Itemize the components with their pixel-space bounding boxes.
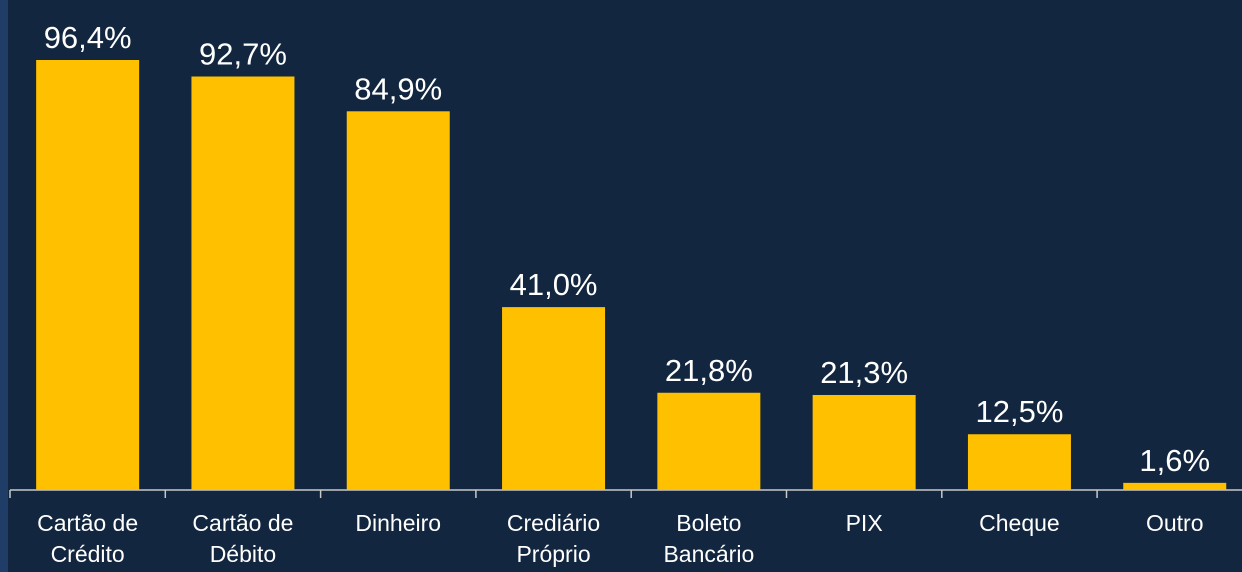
x-tick-label: Cartão de Crédito xyxy=(37,510,139,567)
bar xyxy=(346,111,450,490)
bar xyxy=(812,394,916,490)
bar xyxy=(502,307,606,490)
value-label: 12,5% xyxy=(975,394,1063,429)
bar xyxy=(967,434,1071,490)
value-label: 92,7% xyxy=(199,37,287,72)
value-label: 21,8% xyxy=(665,353,753,388)
x-tick-label: PIX xyxy=(845,510,883,536)
bar xyxy=(657,392,761,490)
bar xyxy=(36,60,140,490)
value-label: 84,9% xyxy=(354,71,442,106)
x-tick-label: Boleto Bancário xyxy=(663,510,755,567)
x-tick-label: Crediário Próprio xyxy=(506,510,601,567)
x-tick-label: Cheque xyxy=(979,510,1060,536)
value-label: 21,3% xyxy=(820,355,908,390)
value-label: 1,6% xyxy=(1139,443,1210,478)
side-strip xyxy=(0,0,8,572)
bar xyxy=(1123,482,1227,490)
bar xyxy=(191,76,295,490)
x-tick-label: Dinheiro xyxy=(355,510,442,536)
value-label: 41,0% xyxy=(510,267,598,302)
x-tick-label: Cartão de Débito xyxy=(192,510,294,567)
x-tick-label: Outro xyxy=(1145,510,1204,536)
value-label: 96,4% xyxy=(44,20,132,55)
